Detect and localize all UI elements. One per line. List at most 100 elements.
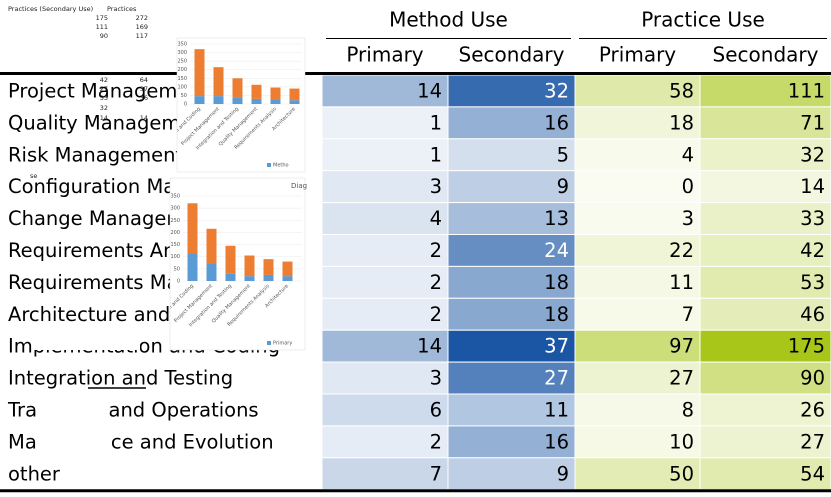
- cell-bg: [321, 170, 449, 204]
- cell-bg: [447, 457, 576, 491]
- cell-value: 111: [788, 79, 825, 102]
- y-tick-label: 50: [174, 266, 180, 272]
- row-label: Risk Management: [8, 143, 183, 166]
- cell-bg: [321, 74, 449, 108]
- cell-value: 54: [800, 462, 825, 485]
- cell-bg: [321, 393, 449, 427]
- cell-bg: [699, 106, 831, 140]
- bar: [232, 78, 243, 98]
- fragment-value: 36: [140, 94, 148, 102]
- cell-value: 46: [800, 303, 825, 326]
- cell-value: 2: [430, 239, 442, 262]
- cell-bg: [321, 138, 449, 172]
- cell-value: 16: [544, 111, 569, 134]
- table: Method Use Practice Use Primary Secondary Pr…: [0, 8, 831, 493]
- cell-value: 9: [557, 462, 569, 485]
- cell-value: 7: [430, 462, 442, 485]
- cell-value: 22: [669, 239, 694, 262]
- y-tick-label: 350: [170, 194, 180, 200]
- cell-value: 97: [669, 335, 694, 358]
- cell-value: 175: [788, 335, 825, 358]
- thumbnail-title: Diag: [291, 182, 307, 190]
- fragment-header: Practices (Secondary Use): [8, 5, 93, 13]
- cell-value: 27: [669, 367, 694, 390]
- fragment-value: 37: [140, 85, 148, 93]
- bar: [225, 245, 236, 274]
- y-tick-label: 250: [177, 59, 187, 65]
- bar: [213, 96, 224, 104]
- cell-bg: [447, 138, 576, 172]
- overlay-patch: [36, 395, 102, 425]
- cell-bg: [321, 361, 449, 395]
- cell-bg: [447, 74, 576, 108]
- bar: [282, 261, 293, 277]
- cell-bg: [699, 265, 831, 299]
- bar: [263, 274, 274, 281]
- fragment-value: 27: [100, 85, 108, 93]
- bar: [251, 98, 262, 104]
- group-header: Method Use: [389, 8, 508, 32]
- y-tick-label: 150: [170, 242, 180, 248]
- bar: [289, 100, 300, 104]
- cell-value: 13: [544, 207, 569, 230]
- bar: [244, 255, 255, 277]
- cell-bg: [699, 170, 831, 204]
- cell-bg: [321, 457, 449, 491]
- cell-value: 42: [800, 239, 825, 262]
- overlay-patch: [32, 330, 140, 350]
- y-tick-label: 300: [177, 50, 187, 56]
- cell-value: 3: [430, 175, 442, 198]
- cell-bg: [574, 329, 701, 363]
- cell-value: 1: [430, 111, 442, 134]
- cell-bg: [574, 457, 701, 491]
- cell-bg: [321, 329, 449, 363]
- y-tick-label: 150: [177, 76, 187, 82]
- y-tick-label: 200: [177, 67, 187, 73]
- fragment-value: 117: [136, 32, 148, 40]
- cell-value: 2: [430, 303, 442, 326]
- cell-bg: [699, 361, 831, 395]
- column-header: Primary: [599, 43, 676, 67]
- fragment-value: 14: [140, 114, 148, 122]
- bar: [289, 88, 300, 101]
- cell-value: 11: [669, 271, 694, 294]
- bar: [225, 273, 236, 281]
- cell-value: 18: [544, 271, 569, 294]
- cell-value: 14: [417, 79, 442, 102]
- bar: [206, 228, 217, 264]
- cell-bg: [321, 425, 449, 459]
- cell-value: 33: [800, 207, 825, 230]
- column-header: Secondary: [459, 43, 565, 67]
- cell-value: 14: [417, 335, 442, 358]
- y-tick-label: 200: [170, 230, 180, 236]
- cell-value: 32: [544, 79, 569, 102]
- cell-bg: [321, 297, 449, 331]
- cell-bg: [321, 106, 449, 140]
- cell-value: 7: [682, 303, 694, 326]
- cell-value: 14: [800, 175, 825, 198]
- cell-bg: [574, 265, 701, 299]
- fragment-header: Practices: [107, 5, 137, 13]
- cell-value: 16: [544, 430, 569, 453]
- bar: [251, 84, 262, 99]
- bar: [194, 96, 205, 104]
- fragment-value: 90: [100, 32, 108, 40]
- cell-value: 2: [430, 271, 442, 294]
- cell-bg: [699, 393, 831, 427]
- cell-bg: [699, 457, 831, 491]
- bar: [206, 264, 217, 281]
- cell-value: 8: [682, 398, 694, 421]
- row-label: Change Management: [8, 207, 218, 230]
- cell-value: 53: [800, 271, 825, 294]
- y-tick-label: 300: [170, 206, 180, 212]
- row-label: Integration and Testing: [8, 367, 233, 390]
- legend-label: Metho: [273, 163, 289, 169]
- cell-value: 37: [544, 335, 569, 358]
- cell-bg: [321, 265, 449, 299]
- y-tick-label: 100: [170, 254, 180, 260]
- cell-value: 0: [682, 175, 694, 198]
